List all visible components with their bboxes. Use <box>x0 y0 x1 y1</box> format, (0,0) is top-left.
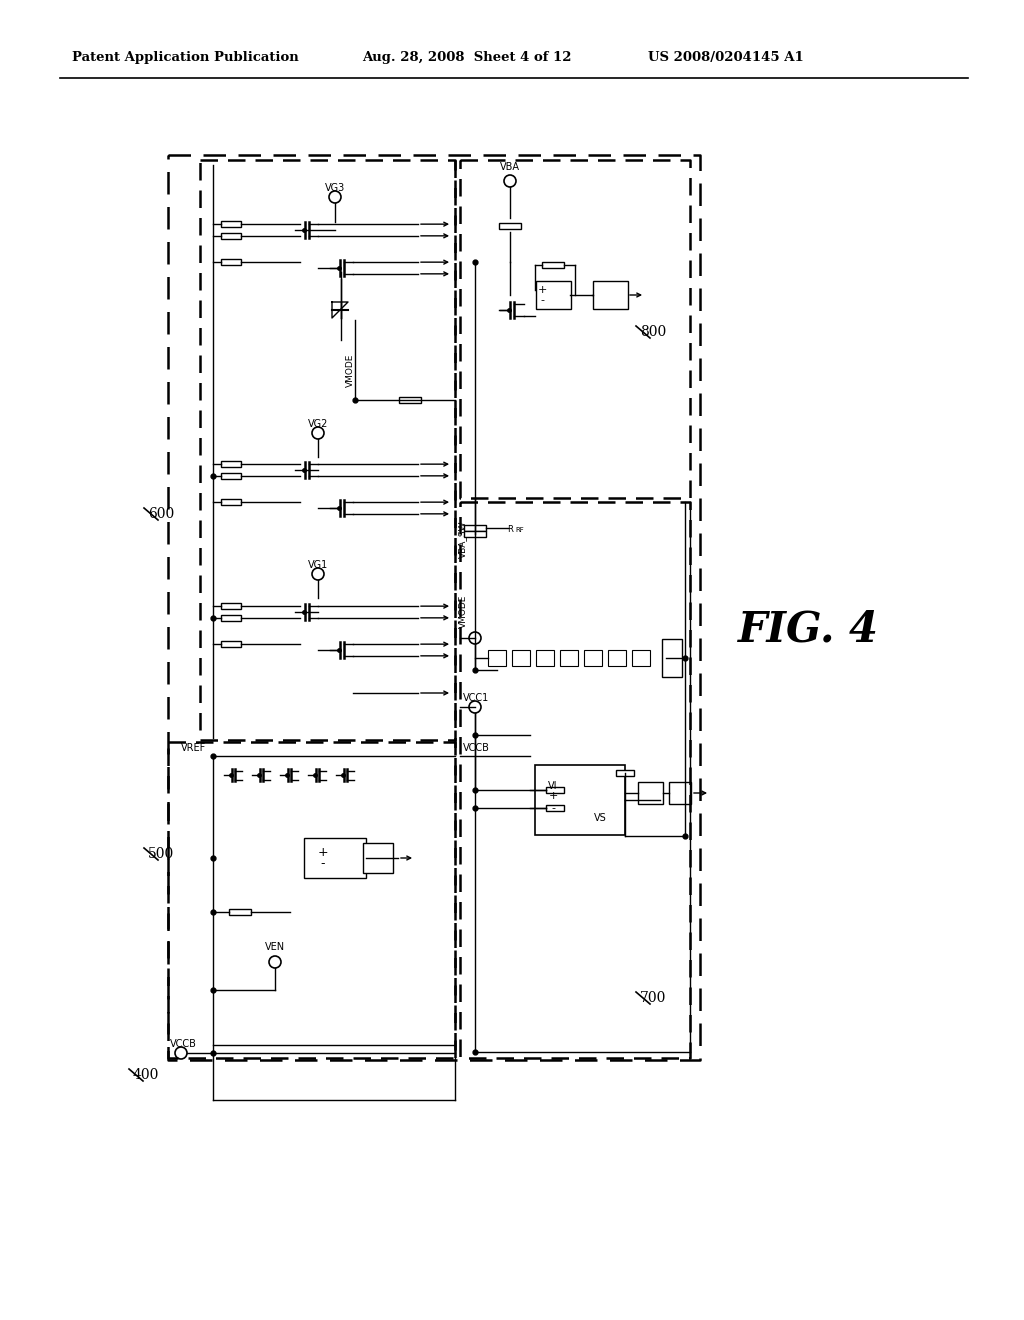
Text: -: - <box>551 803 555 813</box>
Text: -: - <box>321 858 326 870</box>
Bar <box>362 843 393 873</box>
Bar <box>669 781 691 804</box>
Text: +: + <box>548 791 558 801</box>
Text: -: - <box>540 294 544 305</box>
Bar <box>221 473 241 479</box>
Bar <box>221 615 241 620</box>
Text: VMODE: VMODE <box>345 354 354 387</box>
Bar <box>488 649 506 667</box>
Text: 700: 700 <box>640 991 667 1005</box>
Bar <box>638 781 663 804</box>
Bar <box>560 649 578 667</box>
Text: 500: 500 <box>148 847 174 861</box>
Text: VG3: VG3 <box>325 183 345 193</box>
Bar <box>546 805 564 810</box>
Bar <box>542 261 564 268</box>
Bar <box>593 281 628 309</box>
Bar <box>616 770 634 776</box>
Bar <box>399 397 421 403</box>
Bar <box>499 223 521 228</box>
Bar <box>229 909 251 915</box>
Text: R: R <box>507 525 513 535</box>
Text: +: + <box>538 285 547 294</box>
Text: VMODE: VMODE <box>459 594 468 628</box>
Bar <box>584 649 602 667</box>
Text: FIG. 4: FIG. 4 <box>737 609 879 651</box>
Bar <box>512 649 530 667</box>
Text: +: + <box>317 846 329 858</box>
Text: VG1: VG1 <box>308 560 328 570</box>
Text: VCCB: VCCB <box>170 1039 197 1049</box>
Bar <box>608 649 626 667</box>
Text: RF: RF <box>516 527 524 533</box>
Text: 400: 400 <box>133 1068 160 1082</box>
Text: VBA_SW: VBA_SW <box>459 520 468 558</box>
Text: VREF: VREF <box>181 743 206 752</box>
Bar <box>632 649 650 667</box>
Text: VI: VI <box>548 781 558 791</box>
Bar <box>221 461 241 467</box>
Bar <box>536 281 570 309</box>
Bar <box>221 603 241 609</box>
Bar <box>221 642 241 647</box>
Text: Patent Application Publication: Patent Application Publication <box>72 51 299 65</box>
Text: 800: 800 <box>640 325 667 339</box>
Bar <box>221 499 241 506</box>
Text: VBA: VBA <box>500 162 520 172</box>
Bar <box>221 232 241 239</box>
Text: 600: 600 <box>148 507 174 521</box>
Text: VG2: VG2 <box>308 418 328 429</box>
Bar <box>536 649 554 667</box>
Text: Aug. 28, 2008  Sheet 4 of 12: Aug. 28, 2008 Sheet 4 of 12 <box>362 51 571 65</box>
Bar <box>464 525 486 531</box>
Text: VEN: VEN <box>265 942 285 952</box>
Text: VCC1: VCC1 <box>463 693 489 704</box>
Text: VCCB: VCCB <box>463 743 489 752</box>
Bar <box>221 222 241 227</box>
Bar <box>221 259 241 265</box>
Text: US 2008/0204145 A1: US 2008/0204145 A1 <box>648 51 804 65</box>
Bar <box>546 787 564 793</box>
Bar <box>535 766 625 836</box>
Bar <box>464 531 486 537</box>
Bar <box>304 838 366 878</box>
Text: VS: VS <box>594 813 606 822</box>
Bar <box>662 639 682 677</box>
